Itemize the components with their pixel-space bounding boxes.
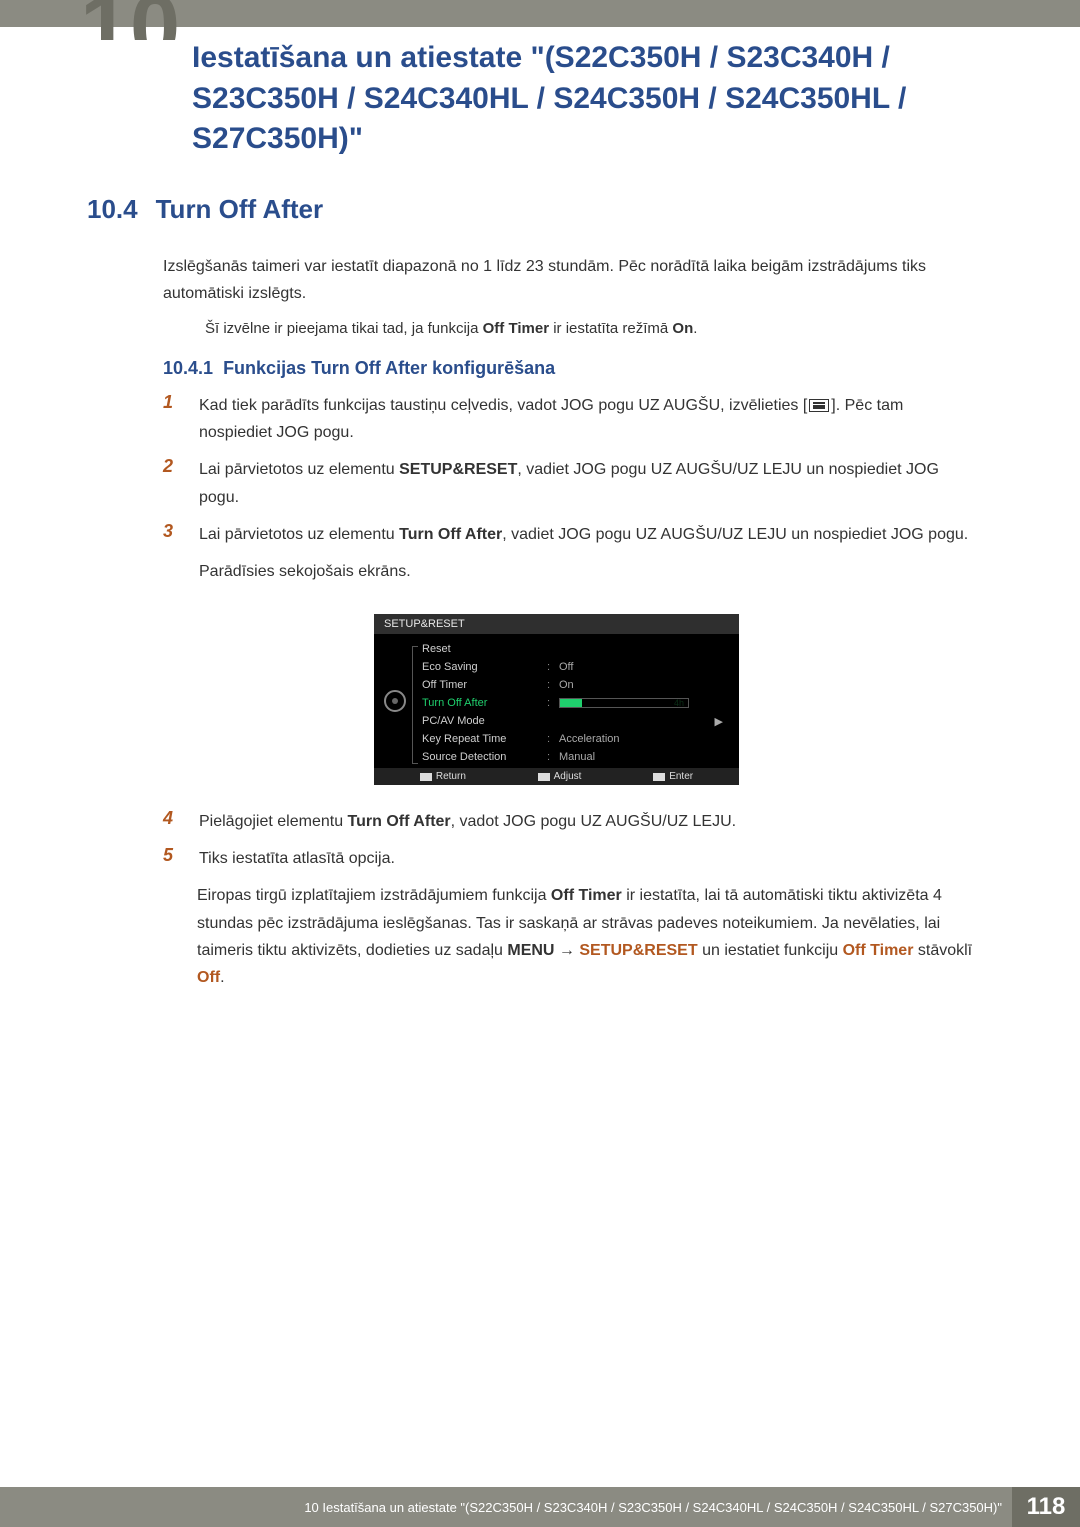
- note2-d: MENU: [507, 942, 554, 959]
- osd-header: SETUP&RESET: [374, 614, 739, 634]
- osd-row: PC/AV Mode ▶: [374, 712, 739, 730]
- osd-adjust-label: Adjust: [554, 771, 582, 782]
- step-4: 4 Pielāgojiet elementu Turn Off After, v…: [163, 808, 973, 835]
- step-1: 1 Kad tiek parādīts funkcijas taustiņu c…: [163, 392, 973, 446]
- section-title: Turn Off After: [156, 194, 324, 225]
- note2-g: Off Timer: [843, 942, 914, 959]
- section-heading: 10.4 Turn Off After: [87, 194, 323, 225]
- step1-a: Kad tiek parādīts funkcijas taustiņu ceļ…: [199, 397, 807, 414]
- arrow-icon: →: [559, 942, 579, 959]
- note-bold-offtimer: Off Timer: [483, 320, 549, 337]
- step-text: Lai pārvietotos uz elementu Turn Off Aft…: [199, 521, 968, 585]
- adjust-icon: [538, 773, 550, 781]
- osd-bracket: [412, 646, 418, 764]
- note-text-a: Šī izvēlne ir pieejama tikai tad, ja fun…: [205, 320, 483, 337]
- subsection-number: 10.4.1: [163, 358, 213, 378]
- step-number: 5: [163, 845, 181, 872]
- note2-j: .: [220, 969, 224, 986]
- step3-bold: Turn Off After: [399, 526, 502, 543]
- osd-row-label: Reset: [422, 643, 547, 655]
- note-europe: Eiropas tirgū izplatītajiem izstrādājumi…: [197, 882, 987, 991]
- osd-progress-value: 4h: [674, 698, 684, 708]
- step3-c: , vadiet JOG pogu UZ AUGŠU/UZ LEJU un no…: [502, 526, 968, 543]
- osd-row-label: Turn Off After: [422, 697, 547, 709]
- osd-row: Reset: [374, 640, 739, 658]
- osd-row-label: Key Repeat Time: [422, 733, 547, 745]
- menu-icon: [809, 399, 829, 412]
- step-number: 4: [163, 808, 181, 835]
- osd-row-label: Off Timer: [422, 679, 547, 691]
- step-number: 1: [163, 392, 181, 446]
- step-2: 2 Lai pārvietotos uz elementu SETUP&RESE…: [163, 456, 973, 510]
- step-3: 3 Lai pārvietotos uz elementu Turn Off A…: [163, 521, 973, 585]
- osd-footer: Return Adjust Enter: [374, 768, 739, 785]
- osd-row-value: Off: [559, 661, 573, 673]
- steps-list-1: 1 Kad tiek parādīts funkcijas taustiņu c…: [163, 392, 973, 595]
- step-text: Pielāgojiet elementu Turn Off After, vad…: [199, 808, 736, 835]
- osd-progress-bar: 4h: [559, 698, 689, 708]
- step-number: 3: [163, 521, 181, 585]
- return-icon: [420, 773, 432, 781]
- osd-footer-adjust: Adjust: [538, 771, 582, 782]
- osd-row-value: Manual: [559, 751, 595, 763]
- osd-colon: :: [547, 733, 559, 745]
- osd-enter-label: Enter: [669, 771, 693, 782]
- note2-f: un iestatiet funkciju: [698, 942, 843, 959]
- chapter-title: Iestatīšana un atiestate "(S22C350H / S2…: [192, 38, 972, 160]
- osd-row-label: Source Detection: [422, 751, 547, 763]
- osd-row: Off Timer:On: [374, 676, 739, 694]
- osd-row-value: Acceleration: [559, 733, 620, 745]
- osd-return-label: Return: [436, 771, 466, 782]
- step4-c: , vadot JOG pogu UZ AUGŠU/UZ LEJU.: [451, 813, 736, 830]
- subsection-title: Funkcijas Turn Off After konfigurēšana: [223, 358, 555, 378]
- note-text-e: .: [693, 320, 697, 337]
- step-text: Tiks iestatīta atlasītā opcija.: [199, 845, 395, 872]
- osd-row-label: Eco Saving: [422, 661, 547, 673]
- note-bold-on: On: [672, 320, 693, 337]
- osd-screenshot: SETUP&RESET ResetEco Saving:OffOff Timer…: [374, 614, 739, 785]
- note2-a: Eiropas tirgū izplatītajiem izstrādājumi…: [197, 887, 551, 904]
- page-footer: 10 Iestatīšana un atiestate "(S22C350H /…: [0, 1487, 1080, 1527]
- footer-page-number: 118: [1012, 1487, 1080, 1527]
- osd-row: Eco Saving:Off: [374, 658, 739, 676]
- subsection-heading: 10.4.1 Funkcijas Turn Off After konfigur…: [163, 358, 555, 379]
- chevron-right-icon: ▶: [715, 715, 723, 728]
- osd-row: Source Detection:Manual: [374, 748, 739, 766]
- footer-text: 10 Iestatīšana un atiestate "(S22C350H /…: [304, 1500, 1012, 1515]
- note-availability: Šī izvēlne ir pieejama tikai tad, ja fun…: [205, 320, 965, 337]
- note2-i: Off: [197, 969, 220, 986]
- step3-d: Parādīsies sekojošais ekrāns.: [199, 563, 411, 580]
- step2-a: Lai pārvietotos uz elementu: [199, 461, 399, 478]
- enter-icon: [653, 773, 665, 781]
- step-number: 2: [163, 456, 181, 510]
- step-5: 5 Tiks iestatīta atlasītā opcija.: [163, 845, 973, 872]
- osd-row: Key Repeat Time:Acceleration: [374, 730, 739, 748]
- section-number: 10.4: [87, 194, 138, 225]
- osd-row: Turn Off After: 4h: [374, 694, 739, 712]
- osd-row-label: PC/AV Mode: [422, 715, 547, 727]
- osd-colon: :: [547, 661, 559, 673]
- step4-bold: Turn Off After: [348, 813, 451, 830]
- steps-list-2: 4 Pielāgojiet elementu Turn Off After, v…: [163, 808, 973, 991]
- note-text-c: ir iestatīta režīmā: [549, 320, 672, 337]
- jog-icon: [384, 690, 406, 712]
- osd-row-value: On: [559, 679, 574, 691]
- note2-e: SETUP&RESET: [579, 942, 697, 959]
- osd-colon: :: [547, 697, 559, 709]
- osd-colon: :: [547, 679, 559, 691]
- note2-b: Off Timer: [551, 887, 622, 904]
- step4-a: Pielāgojiet elementu: [199, 813, 348, 830]
- note2-h: stāvoklī: [913, 942, 972, 959]
- osd-footer-return: Return: [420, 771, 466, 782]
- step3-a: Lai pārvietotos uz elementu: [199, 526, 399, 543]
- intro-paragraph: Izslēgšanās taimeri var iestatīt diapazo…: [163, 253, 963, 307]
- osd-footer-enter: Enter: [653, 771, 693, 782]
- step-text: Kad tiek parādīts funkcijas taustiņu ceļ…: [199, 392, 973, 446]
- step-text: Lai pārvietotos uz elementu SETUP&RESET,…: [199, 456, 973, 510]
- chapter-number-fragment: 10: [80, 0, 180, 40]
- osd-body: ResetEco Saving:OffOff Timer:OnTurn Off …: [374, 634, 739, 768]
- osd-colon: :: [547, 751, 559, 763]
- step2-bold: SETUP&RESET: [399, 461, 517, 478]
